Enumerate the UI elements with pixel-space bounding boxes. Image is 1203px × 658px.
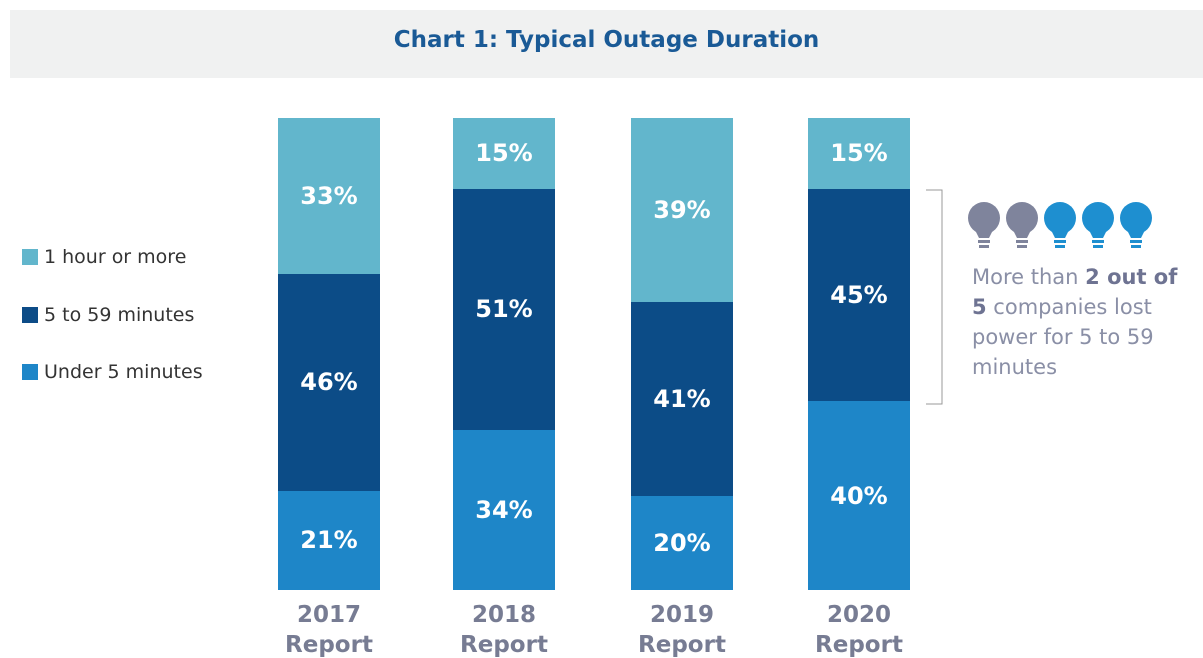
annotation-highlight: 2 out of 5 bbox=[972, 265, 1178, 319]
annotation: More than 2 out of 5 companies lost powe… bbox=[972, 262, 1197, 382]
bulb bbox=[1120, 202, 1152, 248]
bar-segment bbox=[631, 495, 733, 590]
bar-segment bbox=[278, 490, 380, 590]
bar-segment bbox=[278, 273, 380, 491]
bulb bbox=[968, 202, 1000, 248]
bar-segment bbox=[808, 118, 910, 189]
data-label: 34% bbox=[475, 495, 533, 524]
bar-segment bbox=[453, 118, 555, 189]
chart-title: Chart 1: Typical Outage Duration bbox=[393, 27, 820, 53]
legend-swatch bbox=[22, 249, 38, 265]
data-label: 33% bbox=[300, 181, 358, 210]
data-label: 45% bbox=[830, 281, 888, 309]
data-label: 20% bbox=[653, 528, 711, 557]
bar-segment bbox=[808, 188, 910, 402]
bar-segment bbox=[278, 118, 380, 274]
data-label: 15% bbox=[475, 139, 533, 168]
legend-swatch bbox=[22, 306, 38, 323]
x-tick-label: 2020 Report bbox=[815, 602, 903, 658]
data-label: 41% bbox=[653, 384, 711, 413]
bar-segment bbox=[808, 401, 910, 590]
legend-label: Under 5 minutes bbox=[44, 361, 203, 383]
bar-segment bbox=[631, 118, 733, 303]
legend-label: 1 hour or more bbox=[44, 246, 187, 268]
bulb bbox=[1044, 202, 1076, 248]
data-label: 51% bbox=[475, 295, 533, 324]
legend-swatch bbox=[22, 364, 38, 380]
bar-segment bbox=[631, 302, 733, 496]
bulb bbox=[1006, 202, 1038, 248]
data-label: 15% bbox=[830, 139, 888, 168]
title-band bbox=[10, 10, 1203, 78]
data-label: 21% bbox=[300, 526, 358, 555]
x-tick-label: 2019 Report bbox=[638, 602, 726, 658]
bulb bbox=[1082, 202, 1114, 248]
bar-segment bbox=[453, 188, 555, 430]
lightbulbs bbox=[968, 202, 1152, 248]
x-tick-label: 2017 Report bbox=[285, 602, 373, 658]
data-label: 40% bbox=[830, 481, 888, 510]
annotation-text: companies lost power for 5 to 59 minutes bbox=[972, 295, 1154, 379]
annotation-text: More than bbox=[972, 265, 1086, 289]
data-label: 39% bbox=[653, 196, 711, 225]
x-tick-label: 2018 Report bbox=[460, 602, 548, 658]
bar-segment bbox=[453, 429, 555, 590]
legend-label: 5 to 59 minutes bbox=[44, 303, 195, 326]
bracket bbox=[926, 189, 943, 405]
data-label: 46% bbox=[300, 368, 358, 397]
